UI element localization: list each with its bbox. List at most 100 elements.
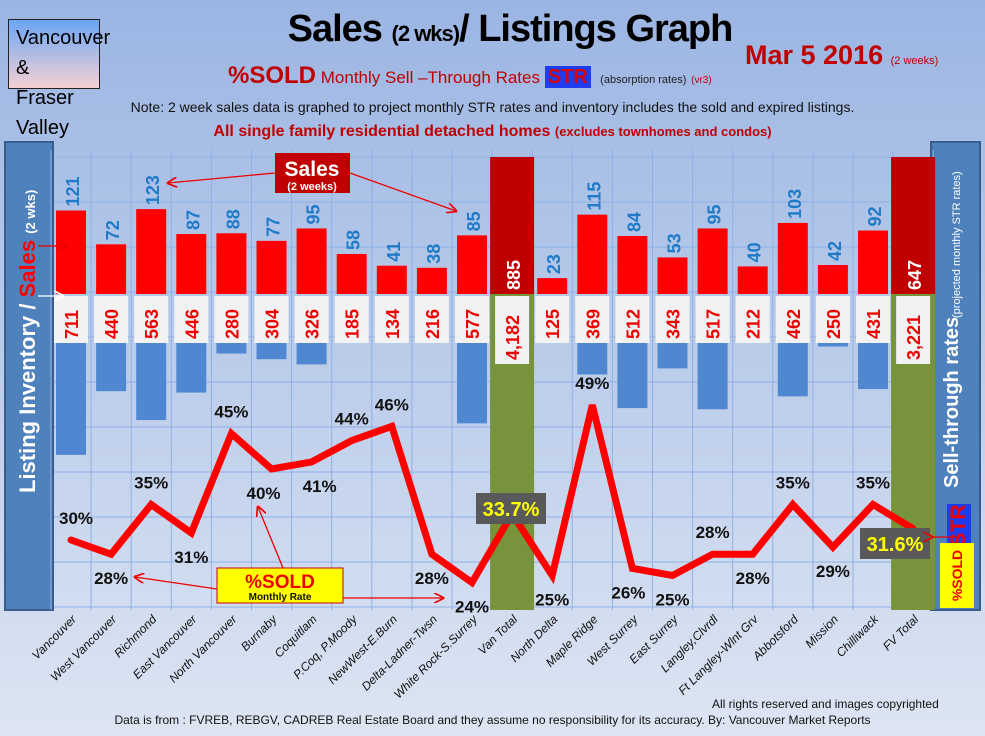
rate-label: 35% bbox=[134, 474, 168, 493]
inventory-label-box bbox=[134, 296, 169, 343]
inventory-bar bbox=[657, 343, 688, 369]
sold-rate-line bbox=[67, 404, 917, 588]
sales-bar bbox=[777, 222, 808, 294]
sales-label: 885 bbox=[504, 260, 524, 290]
rate-label: 28% bbox=[696, 523, 730, 542]
inventory-label-box bbox=[535, 296, 570, 343]
inventory-label: 280 bbox=[222, 309, 242, 339]
inventory-label-box bbox=[334, 296, 369, 343]
rate-label: 28% bbox=[736, 569, 770, 588]
total-rate-label: 33.7% bbox=[483, 499, 540, 521]
inventory-label-box bbox=[94, 296, 129, 343]
rate-label: 46% bbox=[375, 395, 409, 414]
total-rate-box bbox=[860, 528, 930, 559]
sales-annotation-title: Sales bbox=[285, 158, 340, 181]
date: Mar 5 2016 (2 weeks) bbox=[745, 40, 938, 71]
inventory-bar bbox=[216, 343, 247, 354]
sales-bar bbox=[657, 257, 688, 294]
inventory-bar bbox=[777, 343, 808, 397]
x-tick-label: FV Total bbox=[880, 612, 921, 653]
sales-annotation-sub: (2 weeks) bbox=[287, 181, 337, 193]
sales-label: 41 bbox=[384, 242, 404, 262]
note-2: All single family residential detached h… bbox=[0, 123, 985, 141]
sales-label: 77 bbox=[264, 217, 284, 237]
sales-bar bbox=[376, 265, 407, 294]
rate-label: 35% bbox=[856, 474, 890, 493]
inventory-label: 134 bbox=[383, 309, 403, 339]
x-tick-label: NewWest-E.Burn bbox=[325, 612, 400, 687]
note2-paren: (excludes townhomes and condos) bbox=[554, 124, 772, 139]
region-box: Vancouver & Fraser Valley bbox=[8, 19, 111, 139]
rate-label: 24% bbox=[455, 598, 489, 617]
inventory-label: 216 bbox=[423, 309, 443, 339]
inventory-label: 125 bbox=[543, 309, 563, 339]
total-rate-box bbox=[476, 493, 546, 524]
sales-label: 95 bbox=[304, 204, 324, 224]
sales-label: 123 bbox=[143, 175, 163, 205]
inventory-label: 512 bbox=[623, 309, 643, 339]
sales-label: 121 bbox=[63, 176, 83, 206]
inventory-label: 446 bbox=[182, 309, 202, 339]
date-text: Mar 5 2016 bbox=[745, 40, 884, 70]
subtitle-sold: %SOLD bbox=[228, 62, 317, 89]
inventory-label-box bbox=[455, 296, 489, 343]
inventory-bar bbox=[256, 343, 287, 360]
sales-bar bbox=[858, 230, 888, 294]
sales-bar bbox=[216, 233, 247, 294]
sales-label: 85 bbox=[464, 211, 484, 231]
inventory-label-box bbox=[414, 296, 449, 343]
sales-label: 58 bbox=[344, 230, 364, 250]
inventory-label-box bbox=[374, 296, 409, 343]
sales-bar bbox=[817, 265, 848, 294]
sales-bar bbox=[457, 235, 487, 294]
sales-bar bbox=[416, 267, 447, 294]
sales-label: 92 bbox=[865, 206, 885, 226]
inventory-bar bbox=[136, 343, 167, 421]
sales-bar bbox=[537, 278, 568, 294]
sales-bar bbox=[737, 266, 768, 294]
sales-label: 53 bbox=[665, 233, 685, 253]
x-tick-label: Mission bbox=[802, 612, 841, 651]
total-sales-bar bbox=[891, 157, 936, 294]
inventory-label: 462 bbox=[784, 309, 804, 339]
sales-label: 72 bbox=[103, 220, 123, 240]
sales-bar bbox=[697, 228, 728, 294]
rate-label: 26% bbox=[611, 583, 645, 602]
inventory-label: 185 bbox=[343, 309, 363, 339]
region-line-2: Fraser Valley bbox=[16, 87, 74, 139]
inventory-label: 517 bbox=[704, 309, 724, 339]
inventory-label-box bbox=[214, 296, 249, 343]
inventory-bar bbox=[817, 343, 848, 347]
sales-annotation: Sales (2 weeks) bbox=[168, 153, 456, 211]
inventory-label-box bbox=[615, 296, 650, 343]
inventory-label-box bbox=[174, 296, 209, 343]
sales-bar bbox=[176, 233, 207, 294]
inventory-label: 343 bbox=[664, 309, 684, 339]
sales-label: 40 bbox=[745, 242, 765, 262]
inventory-label-box bbox=[695, 296, 730, 343]
subtitle-version: (vr3) bbox=[691, 75, 712, 86]
inventory-bar bbox=[858, 343, 888, 390]
inventory-bar bbox=[617, 343, 648, 409]
rate-label: 41% bbox=[303, 477, 337, 496]
rate-label: 49% bbox=[575, 374, 609, 393]
sales-bar bbox=[136, 209, 167, 294]
copyright: All rights reserved and images copyright… bbox=[712, 697, 939, 711]
rate-label: 28% bbox=[94, 569, 128, 588]
rate-label: 31% bbox=[174, 548, 208, 567]
total-rate-label: 31.6% bbox=[867, 534, 924, 556]
sales-label: 647 bbox=[905, 260, 925, 290]
sales-bar bbox=[96, 244, 127, 294]
inventory-label: 326 bbox=[303, 309, 323, 339]
inventory-label: 563 bbox=[142, 309, 162, 339]
inventory-label: 431 bbox=[864, 309, 884, 339]
inventory-label-box bbox=[775, 296, 810, 343]
inventory-label-box bbox=[735, 296, 770, 343]
inventory-label-box bbox=[54, 296, 88, 343]
rate-label: 28% bbox=[415, 569, 449, 588]
sales-label: 42 bbox=[825, 241, 845, 261]
region-line-1: Vancouver & bbox=[16, 27, 111, 79]
inventory-bar bbox=[697, 343, 728, 410]
inventory-label: 577 bbox=[463, 309, 483, 339]
